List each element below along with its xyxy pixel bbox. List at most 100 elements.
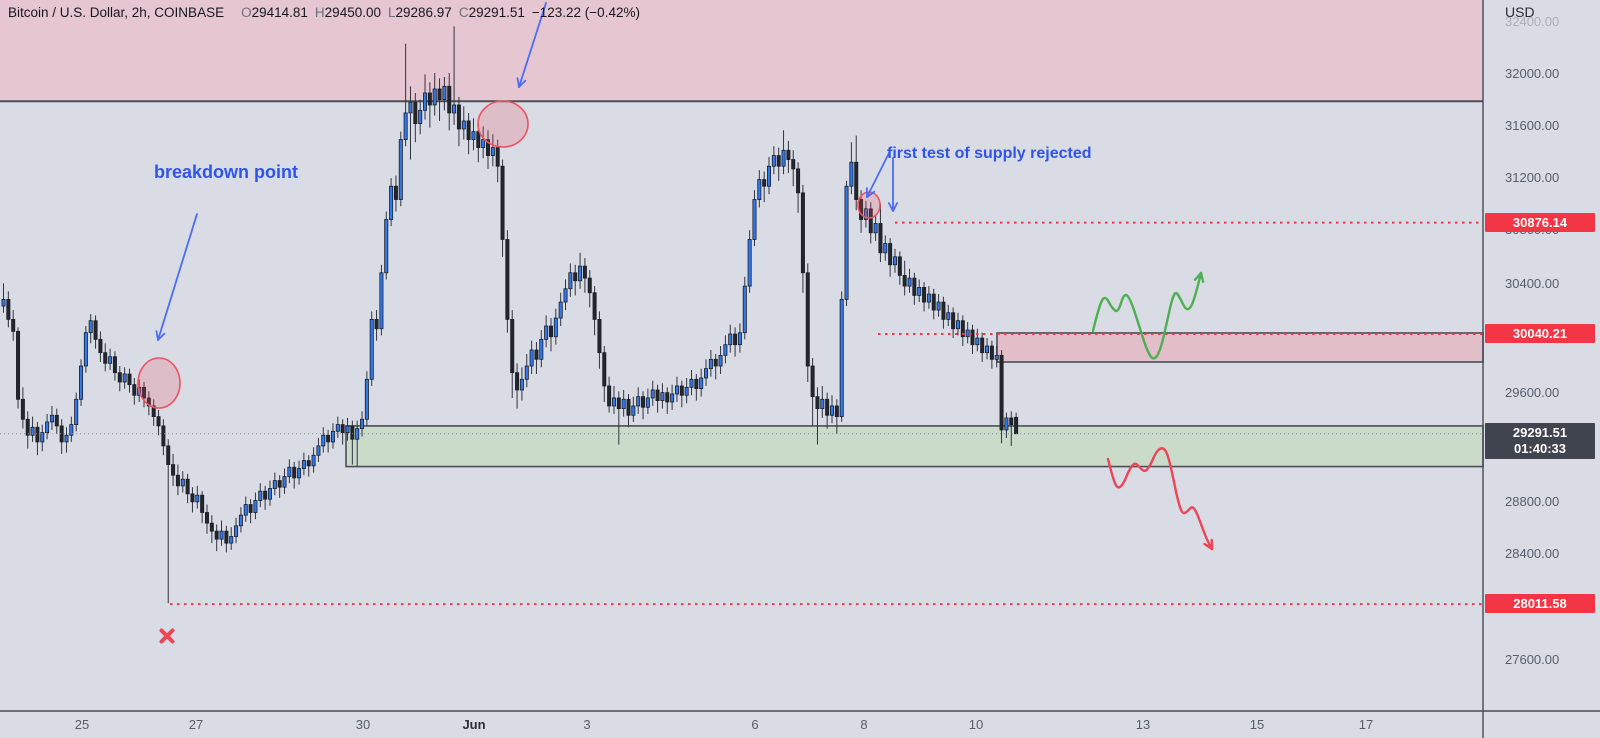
candle-body	[180, 478, 185, 487]
price-tick-label: 28800.00	[1505, 494, 1560, 509]
candle-body	[829, 405, 834, 416]
candle-body	[805, 272, 810, 367]
candle-body	[204, 512, 209, 524]
price-level-badge: 30040.21	[1485, 324, 1595, 343]
annotation-breakdown-point: breakdown point	[154, 162, 298, 182]
candle-body	[166, 445, 171, 465]
candle-body	[476, 131, 481, 148]
candle-body	[781, 149, 786, 167]
candle-body	[752, 199, 757, 240]
blue-arrow-1	[157, 213, 198, 341]
candle-body	[776, 155, 781, 167]
candle-body	[171, 464, 176, 476]
candle-body	[83, 332, 88, 367]
candle-body	[287, 466, 292, 477]
candle-body	[568, 272, 573, 290]
candle-body	[306, 460, 311, 467]
candle-body	[529, 349, 534, 367]
candle-body	[64, 434, 69, 443]
price-axis[interactable]: USD 32400.0032000.0031600.0031200.003080…	[1484, 0, 1600, 738]
candle-body	[563, 288, 568, 303]
current-price-badge: 29291.51 01:40:33	[1485, 422, 1595, 459]
time-tick-label: 17	[1358, 717, 1374, 732]
candle-body	[650, 389, 655, 399]
candle-body	[888, 243, 893, 266]
candle-body	[534, 349, 539, 360]
current-price-value: 29291.51	[1512, 424, 1568, 440]
candle-body	[54, 414, 59, 427]
candle-body	[466, 120, 471, 140]
candle-body	[69, 424, 74, 436]
candle-body	[767, 165, 772, 187]
candle-body	[737, 332, 742, 346]
candle-body	[301, 460, 306, 469]
candle-body	[74, 398, 79, 425]
candle-body	[728, 333, 733, 346]
candle-body	[263, 490, 268, 500]
candle-body	[209, 522, 214, 532]
candle-body	[98, 338, 103, 354]
time-tick-label: 10	[968, 717, 984, 732]
open-label: O	[241, 5, 252, 20]
candle-body	[393, 185, 398, 200]
annotation-first-test-of-supply: first test of supply rejected	[887, 145, 1092, 162]
candle-body	[926, 293, 931, 303]
candle-body	[626, 398, 631, 416]
price-tick-label: 31600.00	[1505, 118, 1560, 133]
candle-body	[389, 185, 394, 220]
candle-body	[161, 425, 166, 447]
candle-body	[892, 256, 897, 266]
candle-body	[253, 500, 258, 513]
price-tick-label: 27600.00	[1505, 652, 1560, 667]
candle-body	[665, 392, 670, 403]
candle-body	[820, 398, 825, 410]
candle-body	[670, 393, 675, 403]
candle-body	[398, 139, 403, 200]
candle-body	[93, 320, 98, 340]
candle-body	[49, 414, 54, 423]
candle-body	[931, 293, 936, 311]
candle-body	[951, 312, 956, 330]
candle-body	[495, 147, 500, 167]
candle-body	[330, 430, 335, 443]
candle-body	[403, 112, 408, 140]
candle-body	[122, 373, 127, 383]
change-value: −123.22 (−0.42%)	[531, 5, 640, 20]
candle-body	[510, 318, 515, 374]
candle-body	[519, 378, 524, 391]
candle-body	[960, 320, 965, 338]
candle-body	[88, 320, 93, 334]
candle-body	[219, 530, 224, 540]
candle-body	[713, 358, 718, 367]
time-tick-label: 15	[1249, 717, 1265, 732]
arrowhead	[887, 202, 894, 212]
candle-body	[699, 377, 704, 390]
time-tick-label: 30	[355, 717, 371, 732]
candle-body	[636, 396, 641, 407]
candle-body	[25, 418, 30, 436]
high-label: H	[314, 5, 325, 20]
candle-body	[142, 386, 147, 399]
candle-body	[815, 396, 820, 410]
candle-body	[708, 358, 713, 370]
low-value: 29286.97	[395, 5, 452, 20]
candle-body	[20, 398, 25, 420]
candle-body	[655, 389, 660, 402]
candle-body	[151, 405, 156, 418]
candle-body	[587, 277, 592, 294]
candle-body	[912, 277, 917, 296]
time-axis[interactable]: 25 27 30 Jun 3 6 8 10 13 15 17	[0, 712, 1600, 738]
candle-body	[190, 493, 195, 503]
candle-body	[408, 101, 413, 114]
candle-body	[660, 392, 665, 402]
candle-body	[461, 120, 466, 130]
arrowhead	[155, 330, 159, 341]
currency-label: USD	[1505, 4, 1535, 20]
candle-body	[791, 159, 796, 170]
symbol-title[interactable]: Bitcoin / U.S. Dollar, 2h, COINBASE	[8, 5, 225, 20]
candle-body	[214, 530, 219, 540]
arrowhead	[518, 79, 527, 88]
blue-arrow-3	[866, 152, 890, 198]
candle-body	[369, 318, 374, 380]
